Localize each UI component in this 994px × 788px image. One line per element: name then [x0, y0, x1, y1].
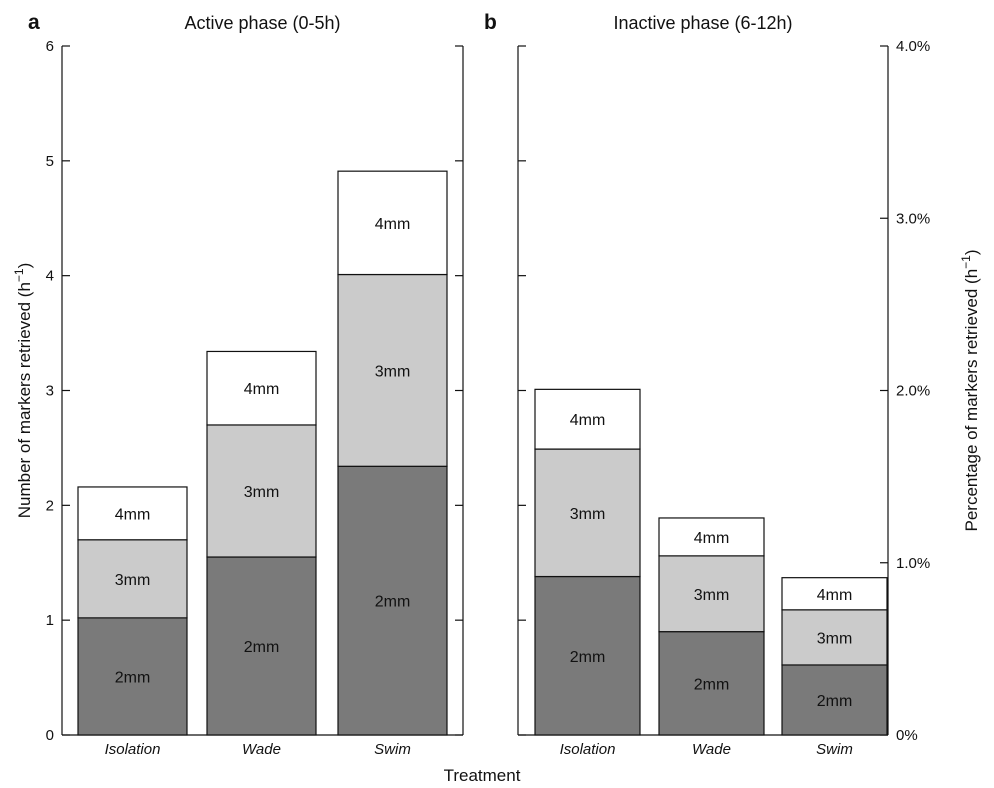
- bar-segment-2mm: [206, 556, 317, 736]
- bar-segment-4mm: [77, 486, 188, 541]
- bar-segment-2mm: [781, 664, 888, 736]
- bar-segment-label: 3mm: [570, 506, 606, 523]
- x-tick-label: Swim: [816, 741, 853, 758]
- bar-segment-label: 3mm: [375, 363, 411, 380]
- panel-letter: a: [28, 11, 40, 34]
- y2-tick-label: 4.0%: [896, 38, 930, 55]
- bar-segment-label: 3mm: [694, 587, 730, 604]
- bar-segment-label: 3mm: [244, 484, 280, 501]
- x-tick-label: Wade: [242, 741, 281, 758]
- y2-axis-title: Percentage of markers retrieved (h−1): [959, 249, 981, 531]
- bar-segment-label: 3mm: [115, 572, 151, 589]
- bar-segment-label: 4mm: [817, 587, 853, 604]
- x-tick-label: Swim: [374, 741, 411, 758]
- y-tick-label: 4: [46, 268, 54, 285]
- bar-segment-3mm: [534, 448, 641, 578]
- y-tick-label: 1: [46, 612, 54, 629]
- x-tick-label: Isolation: [560, 741, 616, 758]
- bar-segment-label: 2mm: [115, 669, 151, 686]
- bar-segment-label: 2mm: [244, 639, 280, 656]
- bar-segment-4mm: [658, 517, 765, 557]
- bar-segment-3mm: [337, 273, 448, 467]
- bar-segment-label: 4mm: [244, 381, 280, 398]
- bar-segment-2mm: [658, 631, 765, 736]
- bar-segment-label: 2mm: [817, 693, 853, 710]
- bar-segment-label: 4mm: [694, 530, 730, 547]
- bar-segment-4mm: [534, 388, 641, 450]
- bar-segment-3mm: [658, 555, 765, 633]
- bar-segment-label: 2mm: [694, 676, 730, 693]
- x-axis-title: Treatment: [444, 766, 521, 785]
- bar-segment-label: 2mm: [570, 649, 606, 666]
- panel-letter: b: [484, 11, 497, 34]
- bar-segment-3mm: [77, 539, 188, 619]
- bar-segment-3mm: [781, 609, 888, 666]
- panel-title: Active phase (0-5h): [184, 13, 340, 33]
- y-tick-label: 3: [46, 383, 54, 400]
- bar-segment-label: 2mm: [375, 594, 411, 611]
- y2-tick-label: 0%: [896, 727, 918, 744]
- y-tick-label: 0: [46, 727, 54, 744]
- panel-title: Inactive phase (6-12h): [613, 13, 792, 33]
- y-tick-label: 2: [46, 497, 54, 514]
- y2-tick-label: 3.0%: [896, 210, 930, 227]
- bar-segment-label: 4mm: [375, 216, 411, 233]
- bar-segment-4mm: [337, 170, 448, 276]
- y-tick-label: 5: [46, 153, 54, 170]
- y2-tick-label: 2.0%: [896, 383, 930, 400]
- bar-segment-4mm: [781, 577, 888, 611]
- bar-segment-4mm: [206, 350, 317, 426]
- x-tick-label: Isolation: [105, 741, 161, 758]
- bar-segment-label: 4mm: [570, 412, 606, 429]
- y-axis-title: Number of markers retrieved (h−1): [12, 263, 34, 519]
- y2-tick-label: 1.0%: [896, 555, 930, 572]
- x-tick-label: Wade: [692, 741, 731, 758]
- bar-segment-2mm: [77, 617, 188, 736]
- bar-segment-label: 3mm: [817, 630, 853, 647]
- panel-b: 0% 1.0% 2.0% 3.0% 4.0% 2mm 3mm 4mm Isolation 2mm 3…: [484, 11, 981, 758]
- bar-segment-3mm: [206, 424, 317, 558]
- y-tick-label: 6: [46, 38, 54, 55]
- panel-a: 0 1 2 3 4 5 6 2mm 3mm 4mm Isolation 2mm 3mm 4mm Wade 2m…: [12, 11, 464, 758]
- bar-segment-label: 4mm: [115, 506, 151, 523]
- bar-segment-2mm: [534, 575, 641, 736]
